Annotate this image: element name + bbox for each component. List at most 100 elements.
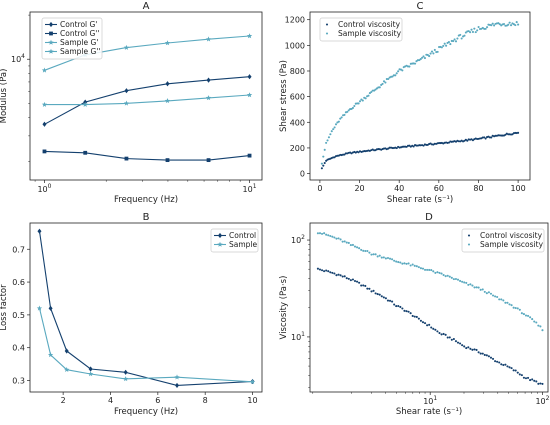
data-point: [382, 80, 386, 83]
data-point: [454, 340, 458, 343]
data-point: [500, 363, 503, 366]
data-point: [436, 50, 439, 53]
data-point: [448, 336, 451, 339]
data-point: [423, 57, 426, 60]
data-point: [438, 331, 441, 335]
data-point: [533, 379, 536, 382]
data-point: [366, 249, 369, 253]
data-point: [249, 379, 256, 385]
data-point: [343, 240, 346, 243]
data-point: [506, 301, 509, 304]
data-point: [508, 21, 511, 24]
data-point: [247, 74, 252, 80]
data-point: [329, 271, 332, 274]
series-line: [38, 231, 253, 386]
data-point: [246, 92, 253, 98]
data-point: [88, 366, 93, 372]
data-point: [353, 104, 356, 108]
series-control-g-: [42, 149, 252, 163]
data-point: [380, 256, 383, 259]
data-point: [423, 268, 427, 271]
data-point: [522, 376, 525, 379]
data-point: [535, 321, 538, 324]
data-point: [484, 27, 487, 30]
data-point: [491, 357, 495, 360]
data-point: [469, 347, 472, 350]
data-point: [459, 33, 462, 36]
legend-label: Sample viscosity: [480, 240, 544, 249]
data-point: [347, 277, 350, 280]
data-point: [395, 305, 398, 308]
data-point: [320, 162, 323, 165]
data-point: [333, 236, 336, 239]
data-point: [397, 304, 400, 308]
data-point: [443, 42, 446, 45]
legend-label: Control viscosity: [338, 20, 401, 29]
data-point: [471, 30, 474, 34]
data-point: [376, 255, 379, 258]
y-tick-label: 0: [300, 170, 305, 179]
legend-marker: [325, 32, 329, 35]
data-point: [511, 133, 514, 136]
data-point: [502, 299, 505, 302]
data-point: [387, 77, 390, 81]
data-point: [42, 149, 47, 154]
data-point: [471, 139, 474, 142]
legend-marker: [217, 241, 223, 247]
data-point: [382, 296, 385, 299]
data-point: [393, 303, 396, 306]
data-point: [64, 366, 70, 372]
data-point: [333, 126, 336, 129]
data-point: [522, 313, 525, 316]
data-point: [364, 284, 367, 288]
data-point: [485, 292, 488, 295]
data-point: [473, 27, 476, 30]
data-point: [323, 148, 326, 151]
data-point: [539, 325, 542, 328]
data-point: [405, 262, 408, 265]
data-point: [489, 356, 493, 359]
data-point: [454, 40, 458, 43]
data-point: [471, 348, 474, 351]
data-point: [316, 267, 319, 270]
data-point: [403, 309, 406, 312]
data-point: [442, 273, 445, 277]
data-point: [320, 232, 324, 235]
data-point: [378, 293, 381, 296]
data-point: [368, 287, 371, 290]
data-point: [124, 88, 129, 94]
data-point: [318, 268, 322, 271]
data-point: [514, 369, 517, 372]
data-point: [483, 136, 486, 139]
data-point: [123, 44, 130, 50]
x-tick-label: 6: [155, 396, 160, 405]
data-point: [432, 52, 435, 55]
data-point: [349, 244, 352, 247]
data-point: [529, 316, 532, 319]
data-point: [419, 58, 422, 61]
data-point: [475, 348, 478, 351]
data-point: [368, 251, 371, 254]
data-point: [459, 342, 462, 345]
data-point: [481, 288, 484, 291]
legend-marker: [218, 232, 222, 239]
data-point: [477, 351, 480, 354]
data-point: [446, 274, 449, 277]
panel-title: D: [425, 212, 433, 223]
data-point: [374, 292, 377, 295]
x-axis-label: Shear rate (s⁻¹): [396, 407, 462, 417]
data-point: [509, 24, 513, 27]
data-point: [343, 275, 346, 278]
series-control-viscosity: [316, 267, 544, 385]
data-point: [122, 376, 129, 382]
panel-title: C: [417, 1, 424, 12]
data-point: [417, 317, 420, 320]
data-point: [516, 371, 519, 374]
data-point: [490, 136, 493, 139]
data-point: [461, 280, 464, 283]
data-point: [372, 289, 375, 292]
data-point: [446, 336, 449, 339]
data-point: [325, 141, 328, 144]
data-point: [206, 77, 211, 83]
